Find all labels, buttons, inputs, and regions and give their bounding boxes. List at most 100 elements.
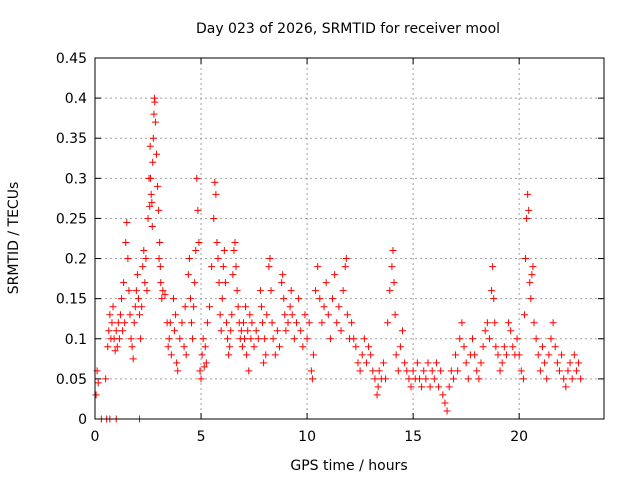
data-point bbox=[178, 319, 186, 327]
data-point bbox=[469, 335, 477, 343]
data-point bbox=[227, 327, 235, 335]
data-point bbox=[494, 351, 502, 359]
data-point bbox=[316, 295, 324, 303]
data-point bbox=[568, 375, 576, 383]
data-point bbox=[443, 407, 451, 415]
data-point bbox=[307, 367, 315, 375]
data-point bbox=[529, 263, 537, 271]
data-point bbox=[477, 359, 485, 367]
data-point bbox=[280, 295, 288, 303]
data-point bbox=[337, 327, 345, 335]
data-point bbox=[230, 247, 238, 255]
data-point bbox=[268, 319, 276, 327]
data-point bbox=[496, 367, 504, 375]
data-point bbox=[224, 335, 232, 343]
data-point bbox=[151, 98, 159, 106]
y-tick-label: 0 bbox=[78, 412, 87, 428]
data-point bbox=[128, 343, 136, 351]
data-point bbox=[191, 279, 199, 287]
data-point bbox=[125, 287, 133, 295]
data-point bbox=[273, 327, 281, 335]
data-point bbox=[254, 335, 262, 343]
data-point bbox=[159, 287, 167, 295]
data-point bbox=[354, 359, 362, 367]
data-point bbox=[216, 311, 224, 319]
data-point bbox=[276, 343, 284, 351]
data-point bbox=[139, 263, 147, 271]
data-point bbox=[114, 319, 122, 327]
data-point bbox=[362, 359, 370, 367]
data-point bbox=[479, 343, 487, 351]
data-point bbox=[534, 351, 542, 359]
data-point bbox=[210, 214, 218, 222]
data-point bbox=[498, 359, 506, 367]
data-point bbox=[118, 295, 126, 303]
data-point bbox=[318, 319, 326, 327]
data-point bbox=[195, 239, 203, 247]
data-point bbox=[358, 351, 366, 359]
data-point bbox=[491, 319, 499, 327]
data-point bbox=[241, 335, 249, 343]
y-tick-label: 0.1 bbox=[65, 332, 87, 348]
data-point bbox=[515, 351, 523, 359]
data-point bbox=[326, 335, 334, 343]
data-point bbox=[523, 214, 531, 222]
data-point bbox=[197, 375, 205, 383]
data-point bbox=[309, 351, 317, 359]
data-point bbox=[132, 287, 140, 295]
data-point bbox=[437, 367, 445, 375]
data-point bbox=[141, 279, 149, 287]
plot-frame bbox=[94, 57, 605, 420]
y-tick-label: 0.3 bbox=[65, 171, 87, 187]
data-point bbox=[489, 263, 497, 271]
data-point bbox=[142, 255, 150, 263]
data-point bbox=[382, 375, 390, 383]
data-point bbox=[267, 287, 275, 295]
data-point bbox=[171, 327, 179, 335]
data-point bbox=[172, 311, 180, 319]
data-point bbox=[454, 367, 462, 375]
x-tick-label: 5 bbox=[197, 429, 206, 445]
data-point bbox=[208, 263, 216, 271]
data-point bbox=[295, 295, 303, 303]
data-point bbox=[211, 178, 219, 186]
data-point bbox=[265, 263, 273, 271]
x-axis-label: GPS time / hours bbox=[290, 458, 407, 474]
data-point bbox=[182, 351, 190, 359]
x-tick-label: 0 bbox=[91, 429, 100, 445]
data-point bbox=[430, 375, 438, 383]
data-point bbox=[161, 291, 169, 299]
data-point bbox=[115, 335, 123, 343]
data-point bbox=[165, 335, 173, 343]
data-point bbox=[120, 279, 128, 287]
data-point bbox=[562, 383, 570, 391]
data-point bbox=[333, 319, 341, 327]
data-point bbox=[517, 367, 525, 375]
y-tick-label: 0.35 bbox=[56, 131, 87, 147]
y-tick-label: 0.25 bbox=[56, 211, 87, 227]
data-point bbox=[572, 367, 580, 375]
data-point bbox=[202, 359, 210, 367]
y-axis-label: SRMTID / TECUs bbox=[6, 182, 22, 295]
data-point bbox=[220, 247, 228, 255]
data-point bbox=[390, 279, 398, 287]
data-point bbox=[256, 287, 264, 295]
data-point bbox=[341, 263, 349, 271]
data-point bbox=[564, 367, 572, 375]
y-tick-label: 0.05 bbox=[56, 372, 87, 388]
data-point bbox=[282, 327, 290, 335]
data-point bbox=[108, 319, 116, 327]
data-point bbox=[386, 287, 394, 295]
data-point bbox=[391, 311, 399, 319]
data-point bbox=[392, 351, 400, 359]
data-point bbox=[242, 303, 250, 311]
data-point bbox=[389, 247, 397, 255]
data-point bbox=[566, 359, 574, 367]
data-point bbox=[252, 327, 260, 335]
data-point bbox=[356, 367, 364, 375]
data-point bbox=[350, 335, 358, 343]
data-point bbox=[233, 287, 241, 295]
data-point bbox=[136, 311, 144, 319]
data-point bbox=[155, 206, 163, 214]
data-point bbox=[297, 327, 305, 335]
